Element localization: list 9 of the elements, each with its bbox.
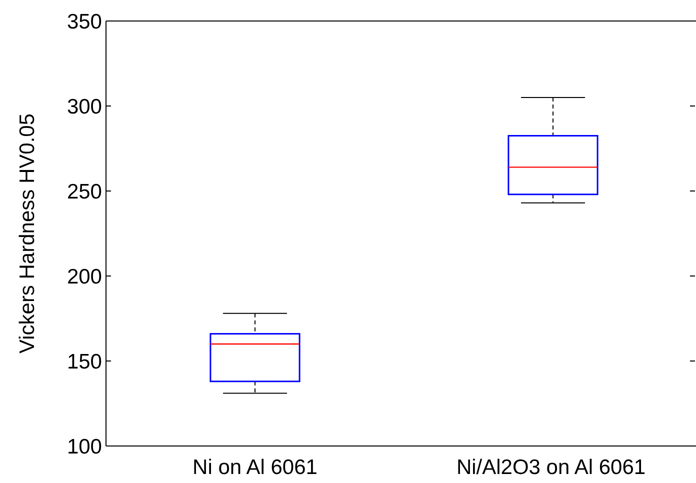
y-tick-label: 200 (66, 265, 102, 288)
y-axis-title: Vickers Hardness HV0.05 (16, 113, 39, 354)
y-tick-label: 350 (66, 10, 102, 34)
y-tick-label: 300 (66, 95, 102, 118)
x-tick-label: Ni/Al2O3 on Al 6061 (456, 456, 646, 479)
y-tick-label: 100 (66, 435, 102, 458)
x-tick-label: Ni on Al 6061 (192, 456, 318, 479)
y-tick-label: 150 (66, 350, 102, 374)
y-tick-label: 250 (66, 180, 102, 204)
